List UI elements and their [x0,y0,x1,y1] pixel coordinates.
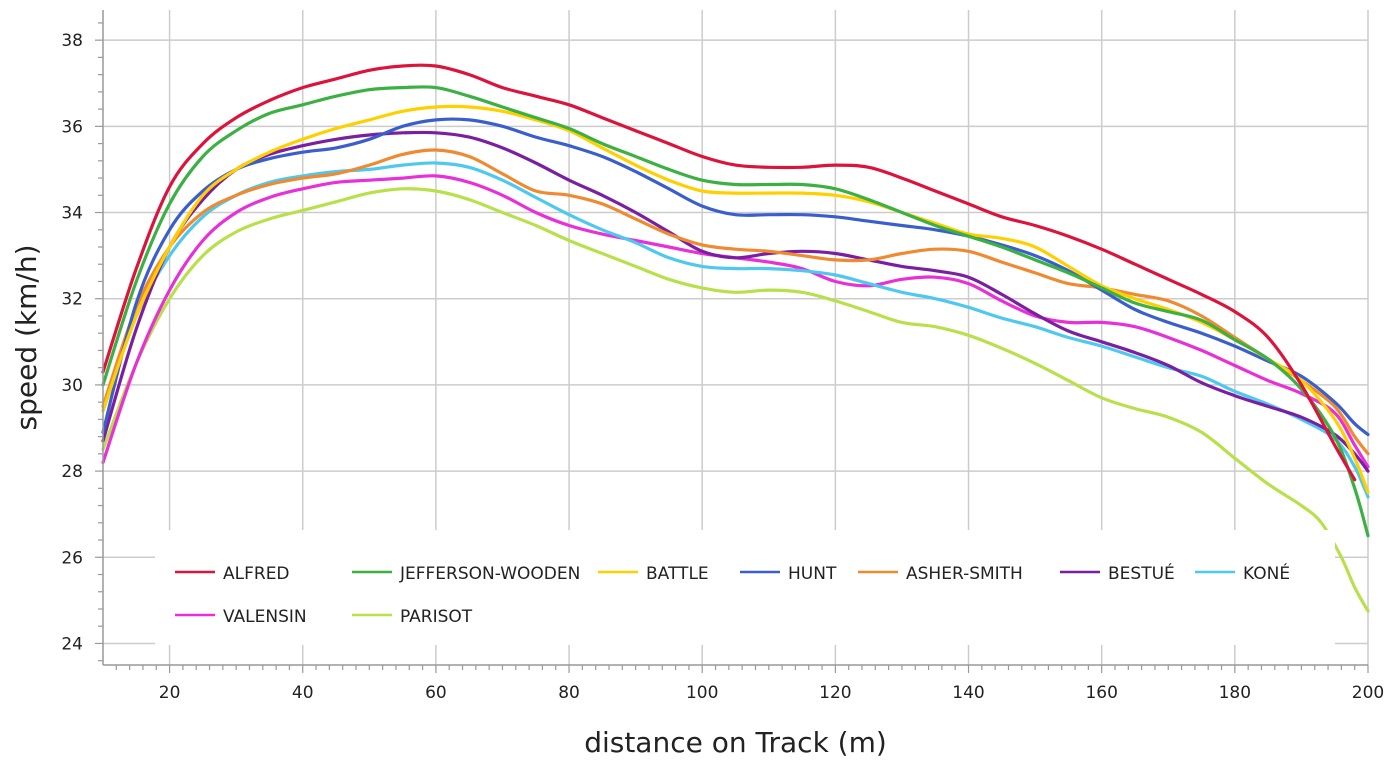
y-tick-label: 38 [61,31,83,51]
y-tick-label: 24 [61,634,83,654]
series-line-jefferson-wooden [101,85,1370,538]
series-line-valensin [101,174,1370,469]
y-tick-label: 36 [61,117,83,137]
y-axis-title: speed (km/h) [10,244,43,430]
series-line-hunt [101,117,1370,437]
x-tick-label: 40 [292,683,314,703]
x-tick-label: 20 [159,683,181,703]
y-tick-label: 34 [61,204,83,224]
x-tick-label: 160 [1085,683,1117,703]
x-tick-label: 100 [686,683,718,703]
legend-box [155,530,1335,645]
y-tick-label: 28 [61,462,83,482]
legend-label-jefferson-wooden: JEFFERSON-WOODEN [399,564,580,584]
series-line-asher-smith [101,148,1370,456]
legend-label-bestue: BESTUÉ [1108,562,1175,584]
y-tick-label: 26 [61,548,83,568]
legend-label-parisot: PARISOT [400,607,473,627]
axes: 20 40 60 80 100 120 140 160 180 200 24 26 28 30 32 34 36… [61,10,1384,703]
legend: ALFRED JEFFERSON-WOODEN BATTLE HUNT ASHER-SM… [155,530,1335,645]
y-tick-label: 32 [61,290,83,310]
legend-label-battle: BATTLE [646,564,709,584]
x-tick-label: 200 [1352,683,1384,703]
x-tick-label: 140 [952,683,984,703]
legend-label-hunt: HUNT [788,564,837,584]
series-line-parisot [101,187,1370,613]
series-line-alfred [101,63,1357,482]
y-tick-label: 30 [61,376,83,396]
x-tick-label: 80 [558,683,580,703]
x-tick-label: 60 [425,683,447,703]
series-lines [101,63,1370,613]
series-line-bestue [101,130,1370,473]
x-axis-title: distance on Track (m) [584,726,887,759]
legend-label-kone: KONÉ [1243,562,1290,584]
x-tick-label: 180 [1219,683,1251,703]
legend-label-valensin: VALENSIN [223,607,307,627]
legend-label-asher-smith: ASHER-SMITH [906,564,1023,584]
x-tick-label: 120 [819,683,851,703]
legend-label-alfred: ALFRED [223,564,290,584]
